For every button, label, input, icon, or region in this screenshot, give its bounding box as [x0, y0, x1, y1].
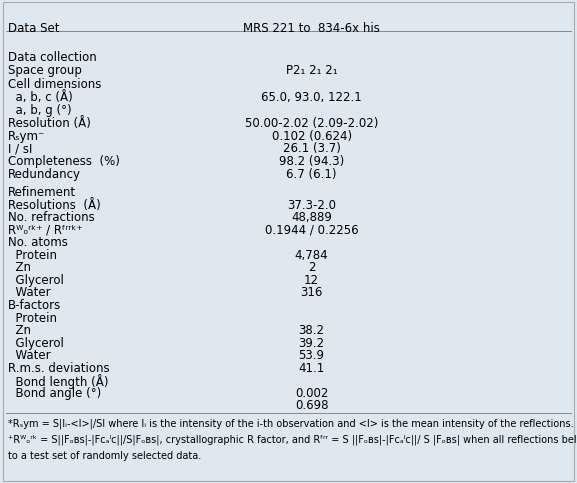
Text: 2: 2	[308, 261, 315, 274]
Text: R.m.s. deviations: R.m.s. deviations	[8, 362, 110, 375]
Text: Refinement: Refinement	[8, 186, 76, 199]
Text: 0.002: 0.002	[295, 387, 328, 400]
Text: MRS 221 to  834-6x his: MRS 221 to 834-6x his	[243, 22, 380, 35]
Text: 4,784: 4,784	[295, 249, 328, 262]
Text: Protein: Protein	[8, 312, 57, 325]
Text: 53.9: 53.9	[298, 349, 325, 362]
Text: 41.1: 41.1	[298, 362, 325, 375]
Text: 37.3-2.0: 37.3-2.0	[287, 199, 336, 212]
Text: a, b, g (°): a, b, g (°)	[8, 104, 72, 117]
Text: 6.7 (6.1): 6.7 (6.1)	[286, 168, 337, 181]
Text: Resolutions  (Å): Resolutions (Å)	[8, 199, 101, 212]
Text: 316: 316	[301, 286, 323, 299]
Text: No. refractions: No. refractions	[8, 211, 95, 224]
Text: 0.698: 0.698	[295, 399, 328, 412]
Text: 48,889: 48,889	[291, 211, 332, 224]
Text: Space group: Space group	[8, 64, 82, 77]
Text: Protein: Protein	[8, 249, 57, 262]
Text: 50.00-2.02 (2.09-2.02): 50.00-2.02 (2.09-2.02)	[245, 117, 379, 130]
Text: *Rₛym = S|Iᵢ-<I>|/SI where Iᵢ is the intensity of the i-th observation and <I> i: *Rₛym = S|Iᵢ-<I>|/SI where Iᵢ is the int…	[8, 418, 574, 429]
Text: 38.2: 38.2	[298, 324, 325, 337]
Text: Bond length (Å): Bond length (Å)	[8, 374, 108, 389]
Text: Resolution (Å): Resolution (Å)	[8, 117, 91, 130]
Text: 0.1944 / 0.2256: 0.1944 / 0.2256	[265, 224, 358, 237]
Text: Rᵂₒʳᵏ⁺ / Rᶠʳʳᵏ⁺: Rᵂₒʳᵏ⁺ / Rᶠʳʳᵏ⁺	[8, 224, 83, 237]
Text: a, b, c (Å): a, b, c (Å)	[8, 91, 73, 104]
Text: Water: Water	[8, 349, 51, 362]
Text: P2₁ 2₁ 2₁: P2₁ 2₁ 2₁	[286, 64, 338, 77]
Text: 26.1 (3.7): 26.1 (3.7)	[283, 142, 340, 156]
Text: Redundancy: Redundancy	[8, 168, 81, 181]
Text: Water: Water	[8, 286, 51, 299]
Text: Bond angle (°): Bond angle (°)	[8, 387, 102, 400]
Text: Zn: Zn	[8, 261, 31, 274]
Text: ⁺Rᵂₒʳᵏ = S||Fₒвѕ|-|Fᴄₐᴵᴄ||/S|Fₒвѕ|, crystallographic R factor, and Rᶠʳʳ = S ||Fₒ: ⁺Rᵂₒʳᵏ = S||Fₒвѕ|-|Fᴄₐᴵᴄ||/S|Fₒвѕ|, crys…	[8, 435, 577, 445]
Text: Data collection: Data collection	[8, 51, 97, 64]
Text: 65.0, 93.0, 122.1: 65.0, 93.0, 122.1	[261, 91, 362, 104]
Text: 12: 12	[304, 274, 319, 287]
Text: Glycerol: Glycerol	[8, 274, 64, 287]
Text: B-factors: B-factors	[8, 299, 61, 312]
Text: 98.2 (94.3): 98.2 (94.3)	[279, 155, 344, 168]
Text: 0.102 (0.624): 0.102 (0.624)	[272, 130, 351, 143]
Text: Glycerol: Glycerol	[8, 337, 64, 350]
Text: 39.2: 39.2	[298, 337, 325, 350]
Text: Completeness  (%): Completeness (%)	[8, 155, 120, 168]
Text: Rₛym⁻: Rₛym⁻	[8, 130, 46, 143]
Text: to a test set of randomly selected data.: to a test set of randomly selected data.	[8, 451, 201, 461]
Text: I / sI: I / sI	[8, 142, 32, 156]
Text: Data Set: Data Set	[8, 22, 59, 35]
Text: Zn: Zn	[8, 324, 31, 337]
Text: No. atoms: No. atoms	[8, 236, 68, 249]
Text: Cell dimensions: Cell dimensions	[8, 78, 102, 91]
